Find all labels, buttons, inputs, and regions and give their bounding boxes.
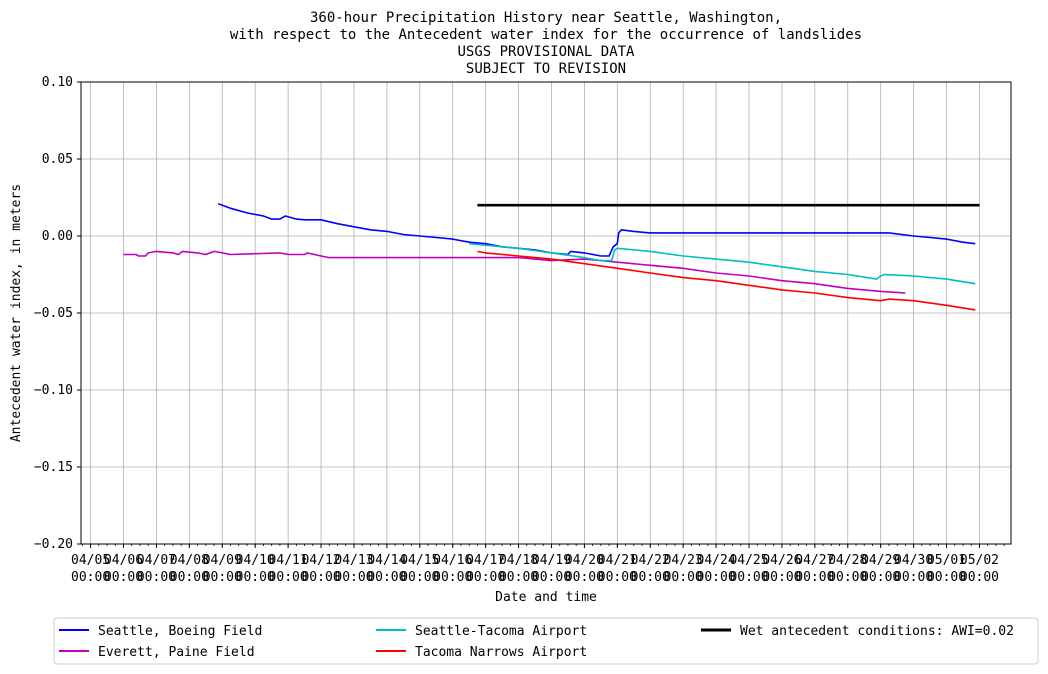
x-tick-label: 04/20 bbox=[565, 553, 604, 568]
x-tick-label-time: 00:00 bbox=[104, 570, 143, 585]
x-tick-label-time: 00:00 bbox=[532, 570, 571, 585]
x-tick-label: 04/30 bbox=[894, 553, 933, 568]
x-tick-label: 04/17 bbox=[466, 553, 505, 568]
x-tick-label: 05/02 bbox=[960, 553, 999, 568]
chart-title-line-1: 360-hour Precipitation History near Seat… bbox=[310, 10, 782, 26]
x-tick-label: 04/10 bbox=[236, 553, 275, 568]
x-tick-label: 04/07 bbox=[137, 553, 176, 568]
x-tick-label: 04/06 bbox=[104, 553, 143, 568]
x-tick-label: 04/22 bbox=[631, 553, 670, 568]
x-tick-label-time: 00:00 bbox=[729, 570, 768, 585]
x-tick-label: 04/16 bbox=[433, 553, 472, 568]
series-line-seattle-tacoma-airport bbox=[469, 242, 976, 285]
chart-title-line-3: USGS PROVISIONAL DATA bbox=[457, 44, 635, 60]
x-tick-label: 04/19 bbox=[532, 553, 571, 568]
x-tick-label: 04/21 bbox=[598, 553, 637, 568]
x-tick-label: 04/12 bbox=[301, 553, 340, 568]
x-tick-label-time: 00:00 bbox=[269, 570, 308, 585]
y-tick-label: −0.20 bbox=[34, 537, 73, 552]
x-tick-label-time: 00:00 bbox=[861, 570, 900, 585]
x-tick-label: 04/28 bbox=[828, 553, 867, 568]
grid bbox=[81, 81, 1011, 545]
y-tick-label: 0.10 bbox=[42, 75, 73, 90]
x-tick-label-time: 00:00 bbox=[565, 570, 604, 585]
x-tick-label-time: 00:00 bbox=[334, 570, 373, 585]
y-tick-label: 0.00 bbox=[42, 229, 73, 244]
x-tick-label: 04/11 bbox=[269, 553, 308, 568]
legend-label-wet-antecedent-threshold: Wet antecedent conditions: AWI=0.02 bbox=[740, 624, 1014, 639]
x-tick-label-time: 00:00 bbox=[137, 570, 176, 585]
y-tick-label: −0.05 bbox=[34, 306, 73, 321]
legend: Seattle, Boeing Field Everett, Paine Fie… bbox=[53, 617, 1039, 665]
x-tick-label-time: 00:00 bbox=[631, 570, 670, 585]
x-tick-label-time: 00:00 bbox=[71, 570, 110, 585]
x-tick-label: 04/27 bbox=[795, 553, 834, 568]
x-tick-label-time: 00:00 bbox=[170, 570, 209, 585]
x-tick-label-time: 00:00 bbox=[927, 570, 966, 585]
x-tick-label-time: 00:00 bbox=[433, 570, 472, 585]
x-tick-label-time: 00:00 bbox=[762, 570, 801, 585]
x-tick-label-time: 00:00 bbox=[301, 570, 340, 585]
x-tick-label-time: 00:00 bbox=[236, 570, 275, 585]
x-tick-label-time: 00:00 bbox=[664, 570, 703, 585]
y-tick-label: −0.15 bbox=[34, 460, 73, 475]
legend-label-everett-paine-field: Everett, Paine Field bbox=[98, 645, 255, 660]
x-tick-label-time: 00:00 bbox=[466, 570, 505, 585]
x-tick-label-time: 00:00 bbox=[367, 570, 406, 585]
chart-title-line-2: with respect to the Antecedent water ind… bbox=[230, 27, 862, 43]
x-tick-label-time: 00:00 bbox=[894, 570, 933, 585]
legend-label-seattle-tacoma-airport: Seattle-Tacoma Airport bbox=[415, 624, 587, 639]
y-axis: 0.10 0.05 0.00 −0.05 −0.10 −0.15 −0.20 bbox=[34, 75, 81, 552]
x-tick-label: 04/24 bbox=[697, 553, 736, 568]
x-tick-label: 05/01 bbox=[927, 553, 966, 568]
x-tick-label-time: 00:00 bbox=[203, 570, 242, 585]
x-tick-label-time: 00:00 bbox=[795, 570, 834, 585]
x-tick-label: 04/23 bbox=[664, 553, 703, 568]
legend-label-tacoma-narrows-airport: Tacoma Narrows Airport bbox=[415, 645, 587, 660]
x-tick-label: 04/05 bbox=[71, 553, 110, 568]
series-line-tacoma-narrows-airport bbox=[477, 250, 976, 311]
series-line-everett-paine-field bbox=[123, 250, 906, 294]
chart-title-line-4: SUBJECT TO REVISION bbox=[466, 61, 626, 77]
series-layer bbox=[123, 202, 980, 311]
x-tick-label-time: 00:00 bbox=[400, 570, 439, 585]
series-line-seattle-boeing-field bbox=[217, 202, 976, 257]
x-tick-label-time: 00:00 bbox=[828, 570, 867, 585]
x-tick-label: 04/26 bbox=[762, 553, 801, 568]
x-tick-label: 04/09 bbox=[203, 553, 242, 568]
x-tick-label-time: 00:00 bbox=[499, 570, 538, 585]
x-tick-label: 04/25 bbox=[729, 553, 768, 568]
x-tick-label: 04/13 bbox=[334, 553, 373, 568]
x-axis: 04/05 00:00 04/06 00:00 04/07 00:00 04/08 00:00… bbox=[71, 544, 1005, 585]
y-axis-label: Antecedent water index, in meters bbox=[9, 184, 24, 442]
x-tick-label: 04/18 bbox=[499, 553, 538, 568]
x-tick-label: 04/14 bbox=[367, 553, 406, 568]
x-tick-label: 04/15 bbox=[400, 553, 439, 568]
x-tick-label-time: 00:00 bbox=[697, 570, 736, 585]
chart-title: 360-hour Precipitation History near Seat… bbox=[230, 10, 862, 77]
x-tick-label-time: 00:00 bbox=[598, 570, 637, 585]
y-tick-label: −0.10 bbox=[34, 383, 73, 398]
legend-frame bbox=[53, 617, 1039, 665]
x-tick-label-time: 00:00 bbox=[960, 570, 999, 585]
legend-label-seattle-boeing-field: Seattle, Boeing Field bbox=[98, 624, 262, 639]
x-axis-label: Date and time bbox=[495, 590, 597, 605]
x-tick-label: 04/29 bbox=[861, 553, 900, 568]
x-tick-label: 04/08 bbox=[170, 553, 209, 568]
y-tick-label: 0.05 bbox=[42, 152, 73, 167]
